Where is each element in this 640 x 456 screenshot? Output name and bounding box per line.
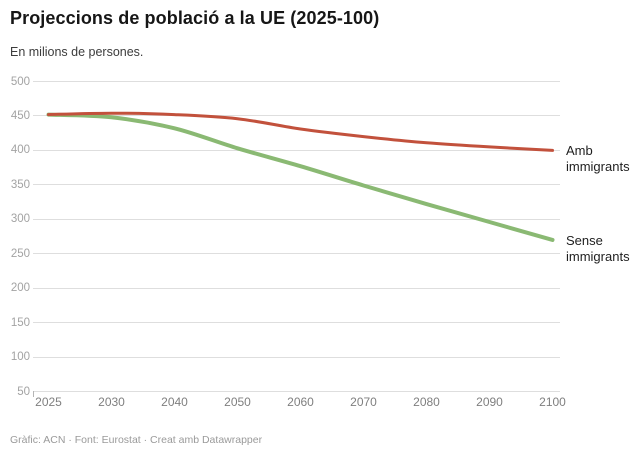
series-label-amb-immigrants: Amb immigrants <box>566 143 630 175</box>
y-axis-label-300: 300 <box>10 213 30 226</box>
gridline-100 <box>33 356 560 358</box>
gridline-350 <box>33 184 560 186</box>
footer-credit: Gràfic: ACN · Font: Eurostat · Creat amb… <box>10 434 263 446</box>
y-axis-label-350: 350 <box>10 178 30 191</box>
gridline-250 <box>33 253 560 255</box>
x-axis-label-2070: 2070 <box>350 395 377 409</box>
gridline-500 <box>33 81 560 82</box>
y-axis-label-250: 250 <box>10 247 30 260</box>
gridline-150 <box>33 322 560 324</box>
y-axis-label-150: 150 <box>10 316 30 329</box>
x-axis-label-2100: 2100 <box>539 395 566 409</box>
x-axis-label-2080: 2080 <box>413 395 440 409</box>
x-axis-label-2025: 2025 <box>35 395 62 409</box>
gridline-300 <box>33 218 560 220</box>
chart-subtitle: En milions de persones. <box>10 45 144 59</box>
chart-title: Projeccions de població a la UE (2025-10… <box>10 8 380 28</box>
y-axis-label-500: 500 <box>10 75 30 88</box>
line-sense-immigrants <box>46 112 555 242</box>
y-axis-label-100: 100 <box>10 351 30 364</box>
y-axis-label-200: 200 <box>10 282 30 295</box>
x-axis-label-2050: 2050 <box>224 395 251 409</box>
gridline-200 <box>33 287 560 289</box>
y-axis-label-450: 450 <box>10 109 30 122</box>
series-label-sense-immigrants: Sense immigrants <box>566 232 630 264</box>
y-axis-label-50: 50 <box>17 385 30 398</box>
gridline-450 <box>33 115 560 117</box>
line-amb-immigrants <box>47 111 554 152</box>
x-axis-label-2060: 2060 <box>287 395 314 409</box>
x-axis-label-2040: 2040 <box>161 395 188 409</box>
x-axis-label-2090: 2090 <box>476 395 503 409</box>
x-axis-start-tick <box>33 391 34 397</box>
gridline-400 <box>33 149 560 151</box>
y-axis-label-400: 400 <box>10 144 30 157</box>
x-axis-label-2030: 2030 <box>98 395 125 409</box>
gridline-50 <box>33 391 560 392</box>
